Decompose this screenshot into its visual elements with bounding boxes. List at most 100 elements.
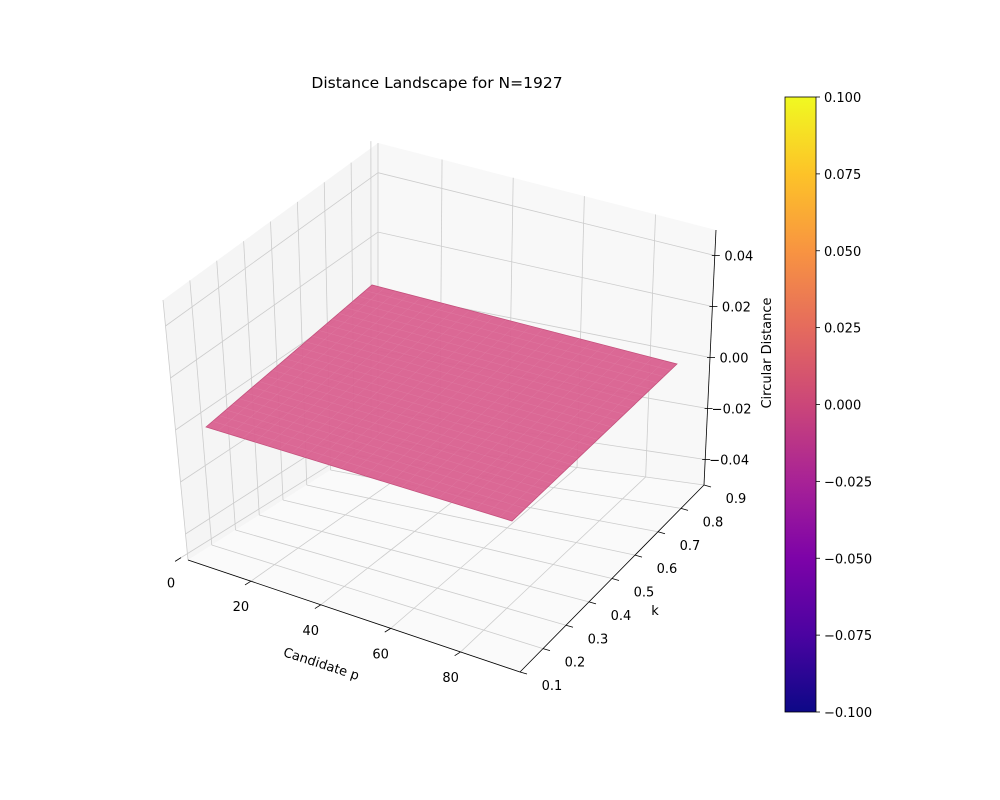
mesh-line bbox=[252, 387, 559, 478]
mesh-line bbox=[212, 421, 519, 515]
y-tick-mark bbox=[703, 484, 712, 488]
mesh-line bbox=[245, 392, 552, 484]
mesh-line bbox=[365, 290, 671, 371]
z-axis-title: Circular Distance bbox=[760, 297, 775, 408]
y-tick-mark bbox=[588, 601, 597, 605]
x-tick-mark bbox=[174, 557, 182, 562]
y-tick-mark bbox=[680, 507, 689, 511]
x-tick-mark bbox=[454, 651, 461, 657]
mesh-line bbox=[328, 316, 495, 465]
y-tick-label: 0.9 bbox=[726, 492, 747, 507]
z-gridline-side bbox=[170, 231, 379, 379]
mesh-line bbox=[230, 291, 397, 435]
mesh-line bbox=[462, 351, 629, 507]
y-tick-label: 0.7 bbox=[680, 539, 701, 554]
mesh-line bbox=[254, 297, 421, 443]
mesh-line bbox=[450, 348, 617, 503]
mesh-line bbox=[279, 303, 446, 450]
y-tick-mark bbox=[634, 554, 643, 558]
mesh-line bbox=[285, 358, 592, 446]
z-tick-label: −0.04 bbox=[709, 454, 749, 469]
mesh-line bbox=[272, 370, 579, 459]
mesh-line bbox=[265, 375, 572, 465]
mesh-line bbox=[332, 318, 638, 402]
x-tick-mark bbox=[384, 628, 391, 633]
y-tick-mark bbox=[565, 624, 574, 628]
mesh-line bbox=[292, 352, 598, 440]
y-tick-label: 0.2 bbox=[565, 656, 586, 671]
mesh-line bbox=[426, 341, 592, 495]
mesh-line bbox=[438, 344, 604, 499]
colorbar-tick-label: 0.100 bbox=[824, 91, 861, 106]
y-gridline bbox=[282, 499, 613, 579]
colorbar bbox=[784, 96, 817, 713]
mesh-line bbox=[298, 347, 605, 434]
z-tick-label: 0.00 bbox=[720, 352, 749, 367]
colorbar-tick-label: 0.050 bbox=[824, 245, 861, 260]
mesh-line bbox=[364, 325, 531, 477]
y-gridline bbox=[259, 514, 590, 603]
mesh-line bbox=[219, 415, 526, 509]
mesh-line bbox=[487, 357, 653, 514]
surface-mesh bbox=[212, 288, 671, 518]
mesh-line bbox=[232, 404, 539, 497]
mesh-line bbox=[352, 322, 519, 473]
z-gridline bbox=[377, 231, 713, 307]
mesh-line bbox=[267, 300, 434, 446]
y-tick-mark bbox=[611, 578, 620, 581]
x-tick-label: 20 bbox=[233, 600, 250, 615]
chart-title: Distance Landscape for N=1927 bbox=[311, 74, 562, 92]
mesh-line bbox=[239, 398, 546, 490]
mesh-line bbox=[242, 294, 409, 439]
mesh-line bbox=[316, 313, 482, 461]
colorbar-tick-label: 0.025 bbox=[824, 322, 861, 337]
x-tick-mark bbox=[244, 580, 252, 586]
x-tick-mark bbox=[314, 604, 322, 609]
mesh-line bbox=[218, 288, 385, 431]
mesh-line bbox=[259, 381, 565, 471]
mesh-line bbox=[303, 310, 470, 458]
y-ticks: 0.10.20.30.40.50.60.70.80.9 bbox=[519, 484, 747, 694]
mesh-line bbox=[377, 329, 543, 480]
mesh-line bbox=[318, 330, 625, 415]
z-tick-label: −0.02 bbox=[712, 403, 752, 418]
colorbar-tick-label: −0.075 bbox=[824, 629, 872, 644]
mesh-line bbox=[312, 335, 618, 421]
colorbar-ticks: −0.100 −0.075 −0.050 −0.025 0.000 0.025 0.050 0… bbox=[816, 91, 872, 721]
mesh-line bbox=[338, 313, 645, 396]
y-tick-mark bbox=[657, 531, 666, 535]
z-gridline bbox=[377, 172, 715, 256]
mesh-line bbox=[499, 360, 665, 518]
z-gridline-side bbox=[165, 172, 379, 327]
mesh-line bbox=[475, 354, 641, 510]
mesh-line bbox=[340, 319, 507, 469]
mesh-line bbox=[358, 296, 664, 377]
z-ticks: −0.04 −0.02 0.00 0.02 0.04 bbox=[702, 250, 753, 469]
x-tick-label: 60 bbox=[372, 647, 389, 662]
mesh-line bbox=[401, 335, 568, 488]
y-gridline bbox=[235, 529, 567, 626]
x-ticks: 0 20 40 60 80 bbox=[167, 557, 461, 686]
mesh-line bbox=[413, 338, 580, 492]
y-tick-label: 0.8 bbox=[703, 515, 724, 530]
y-tick-label: 0.1 bbox=[542, 679, 563, 694]
y-tick-mark bbox=[519, 671, 528, 675]
colorbar-tick-label: −0.025 bbox=[824, 475, 872, 490]
z-tick-label: 0.02 bbox=[722, 301, 751, 316]
y-gridline bbox=[211, 544, 544, 650]
y-tick-mark bbox=[542, 648, 551, 652]
x-axis-title: Candidate p bbox=[281, 645, 361, 684]
x-tick-label: 0 bbox=[167, 577, 175, 592]
colorbar-tick-label: −0.050 bbox=[824, 552, 872, 567]
z-tick-label: 0.04 bbox=[724, 250, 753, 265]
y-tick-label: 0.3 bbox=[588, 632, 609, 647]
y-tick-label: 0.6 bbox=[657, 562, 678, 577]
mesh-line bbox=[305, 341, 612, 427]
mesh-line bbox=[345, 307, 651, 390]
mesh-line bbox=[325, 324, 631, 409]
mesh-line bbox=[352, 301, 658, 384]
y-axis-title: k bbox=[651, 604, 659, 619]
colorbar-tick-label: 0.075 bbox=[824, 168, 861, 183]
x-axis-line bbox=[187, 559, 521, 673]
